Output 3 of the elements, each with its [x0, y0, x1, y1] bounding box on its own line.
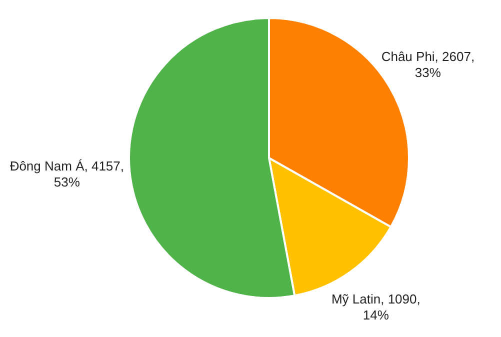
slice-label: Châu Phi, 2607, 33% [381, 48, 475, 80]
slice-label: Mỹ Latin, 1090, 14% [331, 291, 420, 322]
slice-label: Đông Nam Á, 4157, 53% [10, 158, 124, 190]
